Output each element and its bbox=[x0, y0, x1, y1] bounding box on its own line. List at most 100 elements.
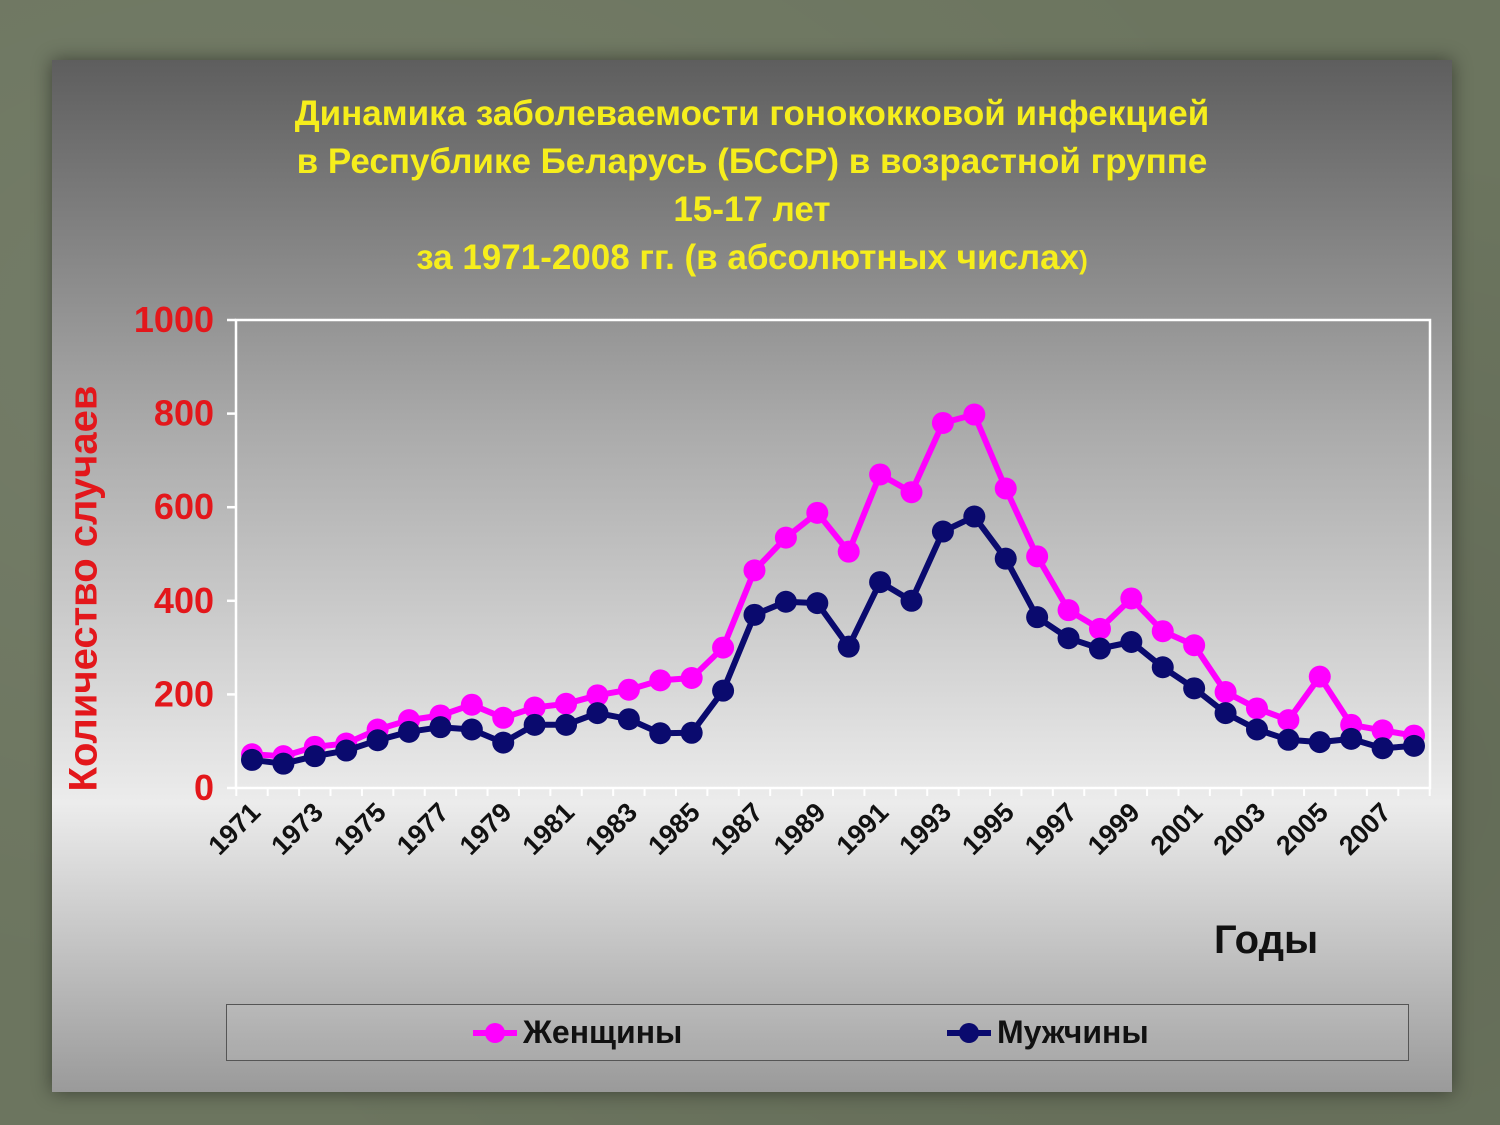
data-point-women bbox=[837, 540, 860, 563]
data-point-women bbox=[712, 636, 735, 659]
x-tick-label: 1977 bbox=[391, 797, 455, 861]
series-line-men bbox=[251, 513, 1415, 767]
data-point-men bbox=[429, 716, 452, 739]
legend-label-women: Женщины bbox=[523, 1014, 683, 1050]
title-line-4-text: за 1971-2008 гг. (в абсолютных числах bbox=[416, 238, 1080, 277]
data-point-men bbox=[963, 505, 986, 528]
data-point-men bbox=[366, 729, 389, 752]
x-tick-label: 2001 bbox=[1145, 797, 1209, 861]
data-point-women bbox=[774, 526, 797, 549]
y-tick-label: 400 bbox=[154, 580, 214, 621]
data-point-men bbox=[1245, 718, 1268, 741]
data-point-women bbox=[931, 411, 954, 434]
data-point-men bbox=[586, 702, 609, 725]
data-point-men bbox=[649, 722, 672, 745]
data-point-women bbox=[460, 693, 483, 716]
data-point-men bbox=[1057, 627, 1080, 650]
data-point-men bbox=[712, 679, 735, 702]
data-point-men bbox=[994, 547, 1017, 570]
x-tick-label: 1979 bbox=[454, 797, 518, 861]
data-point-women bbox=[492, 706, 515, 729]
x-tick-label: 1991 bbox=[831, 797, 895, 861]
data-point-women bbox=[555, 692, 578, 715]
data-point-men bbox=[398, 720, 421, 743]
legend-item-women: Женщины bbox=[471, 1005, 682, 1060]
data-point-women bbox=[680, 667, 703, 690]
data-point-men bbox=[931, 520, 954, 543]
data-point-men bbox=[272, 752, 295, 775]
series-line-women bbox=[251, 411, 1415, 760]
x-tick-label: 1995 bbox=[956, 797, 1020, 861]
legend: Женщины Мужчины bbox=[226, 1004, 1409, 1061]
x-tick-label: 2005 bbox=[1270, 797, 1334, 861]
legend-label-men: Мужчины bbox=[997, 1014, 1149, 1050]
data-point-men bbox=[523, 713, 546, 736]
y-tick-label: 1000 bbox=[134, 299, 214, 340]
data-point-men bbox=[1403, 734, 1425, 757]
title-line-1: Динамика заболеваемости гонококковой инф… bbox=[294, 94, 1210, 133]
data-point-men bbox=[774, 590, 797, 613]
data-point-women bbox=[963, 403, 986, 426]
x-tick-label: 1975 bbox=[328, 797, 392, 861]
x-tick-label: 1989 bbox=[768, 797, 832, 861]
data-point-women bbox=[994, 477, 1017, 500]
x-tick-label: 1985 bbox=[642, 797, 706, 861]
y-tick-label: 0 bbox=[194, 767, 214, 808]
chart-series bbox=[241, 403, 1425, 775]
data-point-women bbox=[649, 669, 672, 692]
data-point-men bbox=[1277, 728, 1300, 751]
data-point-women bbox=[523, 696, 546, 719]
data-point-men bbox=[1340, 727, 1363, 750]
data-point-women bbox=[869, 463, 892, 486]
title-line-4-paren: ) bbox=[1079, 245, 1088, 275]
data-point-men bbox=[1308, 731, 1331, 754]
data-point-men bbox=[1026, 606, 1049, 629]
slide: Динамика заболеваемости гонококковой инф… bbox=[52, 60, 1452, 1092]
data-point-men bbox=[1151, 656, 1174, 679]
chart-axes bbox=[227, 318, 1432, 796]
x-tick-label: 1973 bbox=[265, 797, 329, 861]
y-tick-label: 200 bbox=[154, 673, 214, 714]
data-point-men bbox=[335, 739, 358, 762]
data-point-men bbox=[492, 731, 515, 754]
data-point-men bbox=[1088, 637, 1111, 660]
x-tick-label: 1997 bbox=[1019, 797, 1083, 861]
x-tick-label: 1983 bbox=[579, 797, 643, 861]
data-point-women bbox=[1026, 545, 1049, 568]
y-tick-label: 600 bbox=[154, 486, 214, 527]
data-point-men bbox=[806, 592, 829, 615]
data-point-men bbox=[617, 708, 640, 731]
data-point-women bbox=[1371, 719, 1394, 742]
title-line-4: за 1971-2008 гг. (в абсолютных числах) bbox=[152, 234, 1352, 284]
data-point-men bbox=[1214, 702, 1237, 725]
title-line-2: в Республике Беларусь (БССР) в возрастно… bbox=[296, 142, 1208, 181]
data-point-men bbox=[900, 589, 923, 612]
legend-marker-women bbox=[473, 1022, 517, 1043]
x-tick-label: 2003 bbox=[1208, 797, 1272, 861]
data-point-men bbox=[241, 748, 263, 771]
data-point-men bbox=[1120, 630, 1143, 653]
x-tick-label: 1987 bbox=[705, 797, 769, 861]
data-point-women bbox=[1120, 587, 1143, 610]
data-point-men bbox=[869, 571, 892, 594]
data-point-women bbox=[1214, 681, 1237, 704]
data-point-women bbox=[617, 678, 640, 701]
data-point-men bbox=[1371, 737, 1394, 760]
legend-marker-men bbox=[947, 1022, 991, 1043]
data-point-women bbox=[900, 481, 923, 504]
data-point-women bbox=[1088, 617, 1111, 640]
data-point-men bbox=[743, 603, 766, 626]
x-tick-label: 1981 bbox=[517, 797, 581, 861]
x-tick-label: 1999 bbox=[1082, 797, 1146, 861]
x-tick-label: 1993 bbox=[893, 797, 957, 861]
data-point-women bbox=[1057, 599, 1080, 622]
x-tick-label: 2007 bbox=[1333, 797, 1397, 861]
data-point-men bbox=[837, 635, 860, 658]
data-point-women bbox=[1245, 697, 1268, 720]
y-axis-title: Количество случаев bbox=[61, 385, 106, 792]
data-point-women bbox=[586, 684, 609, 707]
data-point-men bbox=[1183, 677, 1206, 700]
data-point-men bbox=[680, 721, 703, 744]
